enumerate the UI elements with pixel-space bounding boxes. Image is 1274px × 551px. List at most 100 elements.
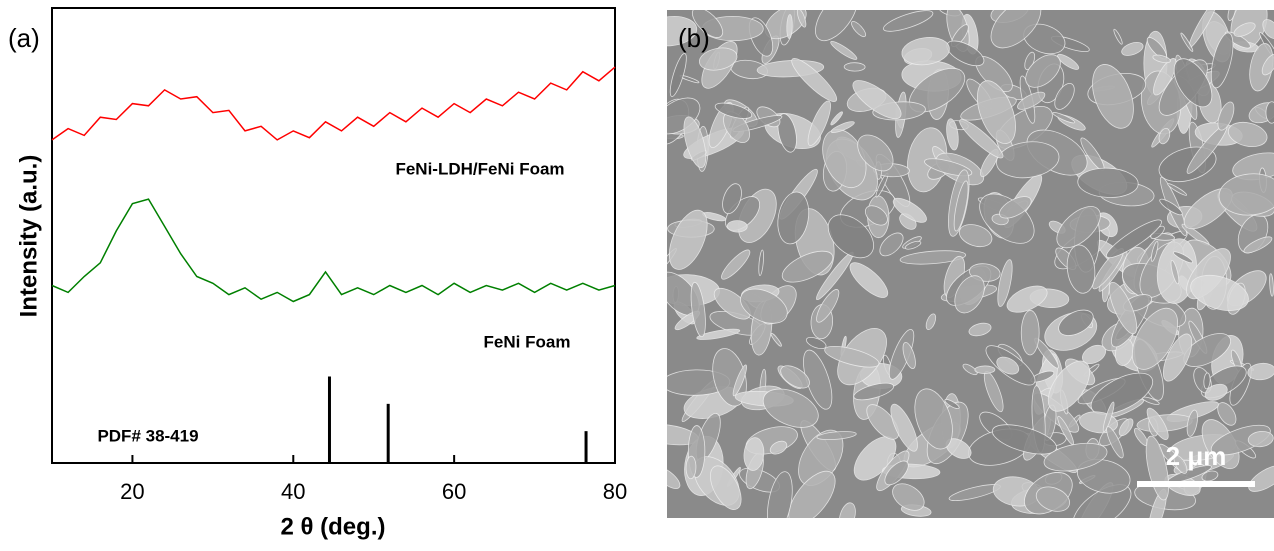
flake (690, 281, 706, 338)
flake (816, 289, 840, 323)
flake (884, 460, 909, 486)
flake (879, 232, 904, 257)
flake (1066, 244, 1096, 294)
flake (1020, 310, 1040, 356)
flake (667, 15, 698, 47)
flake (805, 336, 827, 350)
flake (1106, 426, 1124, 459)
flake (1204, 383, 1228, 401)
flake (1227, 121, 1268, 148)
flake (1217, 101, 1235, 131)
x-tick-label: 60 (442, 479, 466, 504)
flake (1173, 454, 1188, 474)
flake (864, 205, 888, 226)
flake (830, 111, 843, 126)
flake (1054, 83, 1075, 110)
flake (924, 158, 973, 177)
reference-label: PDF# 38-419 (97, 426, 198, 445)
flake (743, 437, 765, 471)
flake (1006, 285, 1048, 313)
flake (762, 388, 819, 428)
flake (925, 313, 937, 331)
flake (1218, 173, 1274, 216)
x-tick-label: 80 (603, 479, 627, 504)
flake (824, 345, 880, 368)
flake (1081, 344, 1107, 365)
flake (1057, 415, 1074, 445)
panel-label: (b) (678, 23, 710, 53)
flake (1017, 91, 1046, 110)
flake (849, 262, 889, 298)
flake (1217, 402, 1237, 426)
flake (1162, 333, 1193, 382)
flake (668, 209, 708, 270)
flake (953, 180, 969, 232)
flake (991, 424, 1057, 455)
flake (696, 328, 741, 340)
flake (882, 10, 934, 32)
series-label: FeNi Foam (484, 332, 571, 351)
series-line (51, 198, 616, 303)
flake (1150, 241, 1159, 262)
series-line (51, 66, 616, 141)
flake (1090, 372, 1154, 415)
flake (1077, 167, 1139, 198)
flake (815, 10, 858, 42)
flake (1186, 409, 1198, 437)
panel-label: (a) (8, 23, 40, 53)
scale-bar (1137, 481, 1255, 487)
flake (1025, 54, 1061, 88)
flake (1233, 22, 1256, 37)
flake (667, 466, 681, 489)
flake (683, 116, 707, 169)
flake (1201, 470, 1219, 482)
flake (1265, 101, 1274, 124)
flake (1072, 484, 1132, 518)
flake (781, 250, 834, 283)
flake (722, 183, 742, 215)
sem-image: (b) 2 μm (667, 10, 1274, 518)
flake (827, 214, 874, 259)
flake (1210, 32, 1234, 89)
flake (902, 342, 916, 370)
flake (740, 288, 788, 324)
flake (996, 141, 1060, 179)
flake (1173, 251, 1194, 264)
x-axis-title: 2 θ (deg.) (281, 513, 386, 540)
flake (685, 455, 697, 480)
flake (1227, 10, 1236, 22)
flake (726, 220, 748, 233)
flake (709, 465, 742, 510)
x-tick-label: 40 (281, 479, 305, 504)
flake (866, 404, 900, 440)
flake (999, 196, 1032, 219)
flake (946, 118, 959, 151)
flake (758, 249, 764, 276)
flake (962, 363, 978, 376)
flake (830, 121, 855, 133)
flake (777, 191, 810, 245)
flake (944, 398, 960, 410)
flake (904, 240, 922, 250)
flake (1190, 274, 1249, 311)
flake (1118, 418, 1134, 437)
flake (996, 356, 1020, 375)
flake (843, 62, 866, 72)
flake (1057, 53, 1080, 70)
flake (1035, 486, 1071, 512)
scale-bar-label: 2 μm (1166, 441, 1227, 471)
flake (974, 365, 996, 374)
flake (1052, 111, 1076, 124)
flake (1058, 309, 1094, 336)
flake (1180, 32, 1194, 52)
flake (851, 21, 867, 38)
flake (1243, 236, 1273, 254)
flake (1121, 41, 1144, 56)
flake (713, 287, 751, 320)
flake (691, 10, 724, 38)
flake (852, 80, 902, 120)
flake (786, 14, 793, 39)
series-label: FeNi-LDH/FeNi Foam (395, 159, 564, 178)
flake (1158, 127, 1171, 145)
